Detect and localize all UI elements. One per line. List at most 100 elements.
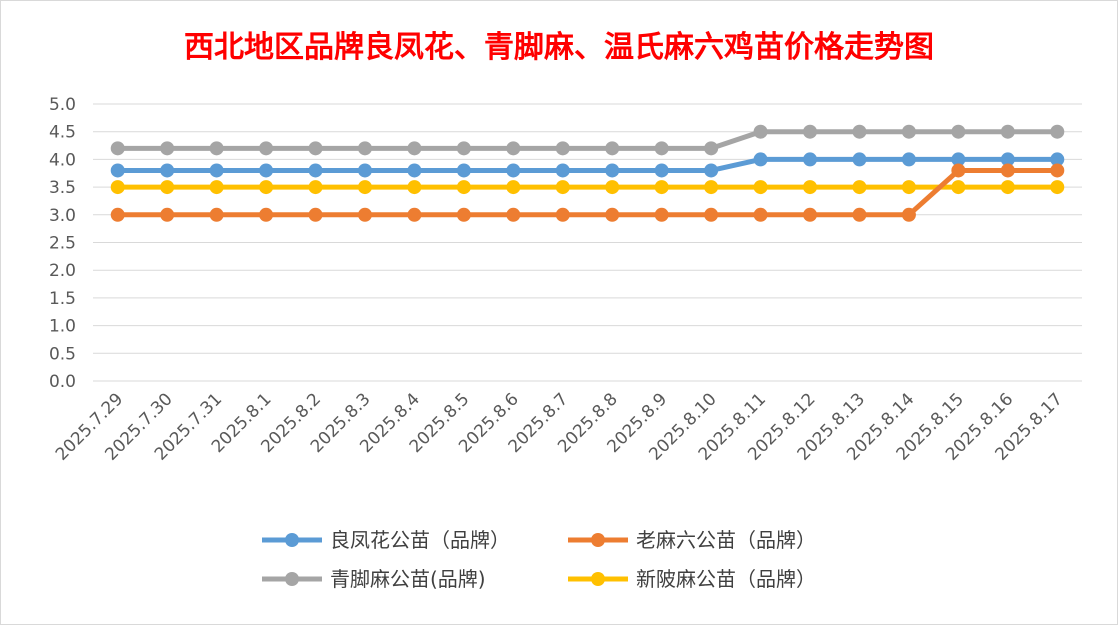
data-point: [1000, 180, 1015, 195]
data-point: [1000, 163, 1015, 178]
data-point: [407, 180, 422, 195]
data-point: [160, 207, 175, 222]
data-point: [160, 180, 175, 195]
data-point: [209, 180, 224, 195]
data-point: [456, 141, 471, 156]
data-point: [555, 141, 570, 156]
legend-swatch-marker: [591, 572, 605, 586]
data-point: [110, 207, 125, 222]
data-point: [555, 163, 570, 178]
data-point: [1050, 180, 1065, 195]
data-point: [209, 141, 224, 156]
data-point: [259, 207, 274, 222]
legend-item: 老麻六公苗（品牌）: [568, 528, 816, 552]
data-point: [506, 207, 521, 222]
legend-label: 青脚麻公苗(品牌): [330, 567, 486, 591]
data-point: [407, 141, 422, 156]
data-point: [803, 124, 818, 139]
data-point: [951, 124, 966, 139]
data-point: [901, 124, 916, 139]
y-tick-label: 1.0: [49, 317, 76, 337]
data-point: [308, 207, 323, 222]
data-point: [110, 163, 125, 178]
data-point: [951, 180, 966, 195]
data-point: [901, 180, 916, 195]
legend-label: 新陂麻公苗（品牌）: [636, 567, 816, 591]
data-point: [852, 152, 867, 167]
legend-swatch-marker: [591, 533, 605, 547]
data-point: [951, 152, 966, 167]
data-point: [407, 207, 422, 222]
data-point: [357, 141, 372, 156]
data-point: [852, 180, 867, 195]
data-point: [605, 163, 620, 178]
data-point: [951, 163, 966, 178]
series-line: [115, 156, 1060, 173]
y-tick-label: 3.5: [49, 178, 76, 198]
y-tick-label: 0.0: [49, 372, 76, 392]
data-point: [753, 152, 768, 167]
y-tick-label: 1.5: [49, 289, 76, 309]
legend-item: 新陂麻公苗（品牌）: [568, 567, 816, 591]
data-point: [110, 141, 125, 156]
data-point: [753, 124, 768, 139]
data-point: [160, 163, 175, 178]
data-point: [456, 207, 471, 222]
legend-item: 青脚麻公苗(品牌): [262, 567, 486, 591]
data-point: [654, 207, 669, 222]
data-point: [357, 163, 372, 178]
data-point: [357, 207, 372, 222]
data-point: [259, 141, 274, 156]
data-point: [407, 163, 422, 178]
series-4: [110, 180, 1065, 195]
series-2: [110, 163, 1065, 222]
legend-label: 良凤花公苗（品牌）: [330, 528, 510, 552]
data-point: [1050, 124, 1065, 139]
data-point: [1000, 124, 1015, 139]
data-point: [753, 207, 768, 222]
data-point: [704, 163, 719, 178]
data-point: [605, 180, 620, 195]
data-point: [259, 180, 274, 195]
data-point: [259, 163, 274, 178]
data-point: [852, 124, 867, 139]
y-tick-label: 5.0: [49, 95, 76, 115]
data-point: [901, 152, 916, 167]
data-point: [654, 163, 669, 178]
data-point: [1000, 152, 1015, 167]
series-line: [115, 129, 1060, 151]
data-point: [506, 163, 521, 178]
data-point: [704, 141, 719, 156]
legend-swatch-marker: [285, 572, 299, 586]
data-point: [852, 207, 867, 222]
data-point: [160, 141, 175, 156]
series-3: [110, 124, 1065, 156]
data-point: [901, 207, 916, 222]
data-point: [803, 207, 818, 222]
data-point: [1050, 163, 1065, 178]
data-point: [110, 180, 125, 195]
data-point: [357, 180, 372, 195]
data-point: [209, 163, 224, 178]
data-point: [704, 180, 719, 195]
data-point: [209, 207, 224, 222]
data-point: [308, 163, 323, 178]
data-point: [506, 141, 521, 156]
data-point: [753, 180, 768, 195]
legend-swatch-marker: [285, 533, 299, 547]
data-point: [605, 207, 620, 222]
y-tick-label: 2.5: [49, 234, 76, 254]
data-point: [456, 163, 471, 178]
gridlines: [93, 103, 1082, 382]
data-point: [605, 141, 620, 156]
data-point: [555, 207, 570, 222]
y-tick-label: 4.5: [49, 123, 76, 143]
data-point: [1050, 152, 1065, 167]
y-tick-label: 0.5: [49, 344, 76, 364]
series-line: [115, 167, 1060, 218]
data-point: [308, 141, 323, 156]
legend-item: 良凤花公苗（品牌）: [262, 528, 510, 552]
data-point: [308, 180, 323, 195]
chart-title: 西北地区品牌良凤花、青脚麻、温氏麻六鸡苗价格走势图: [184, 30, 934, 65]
